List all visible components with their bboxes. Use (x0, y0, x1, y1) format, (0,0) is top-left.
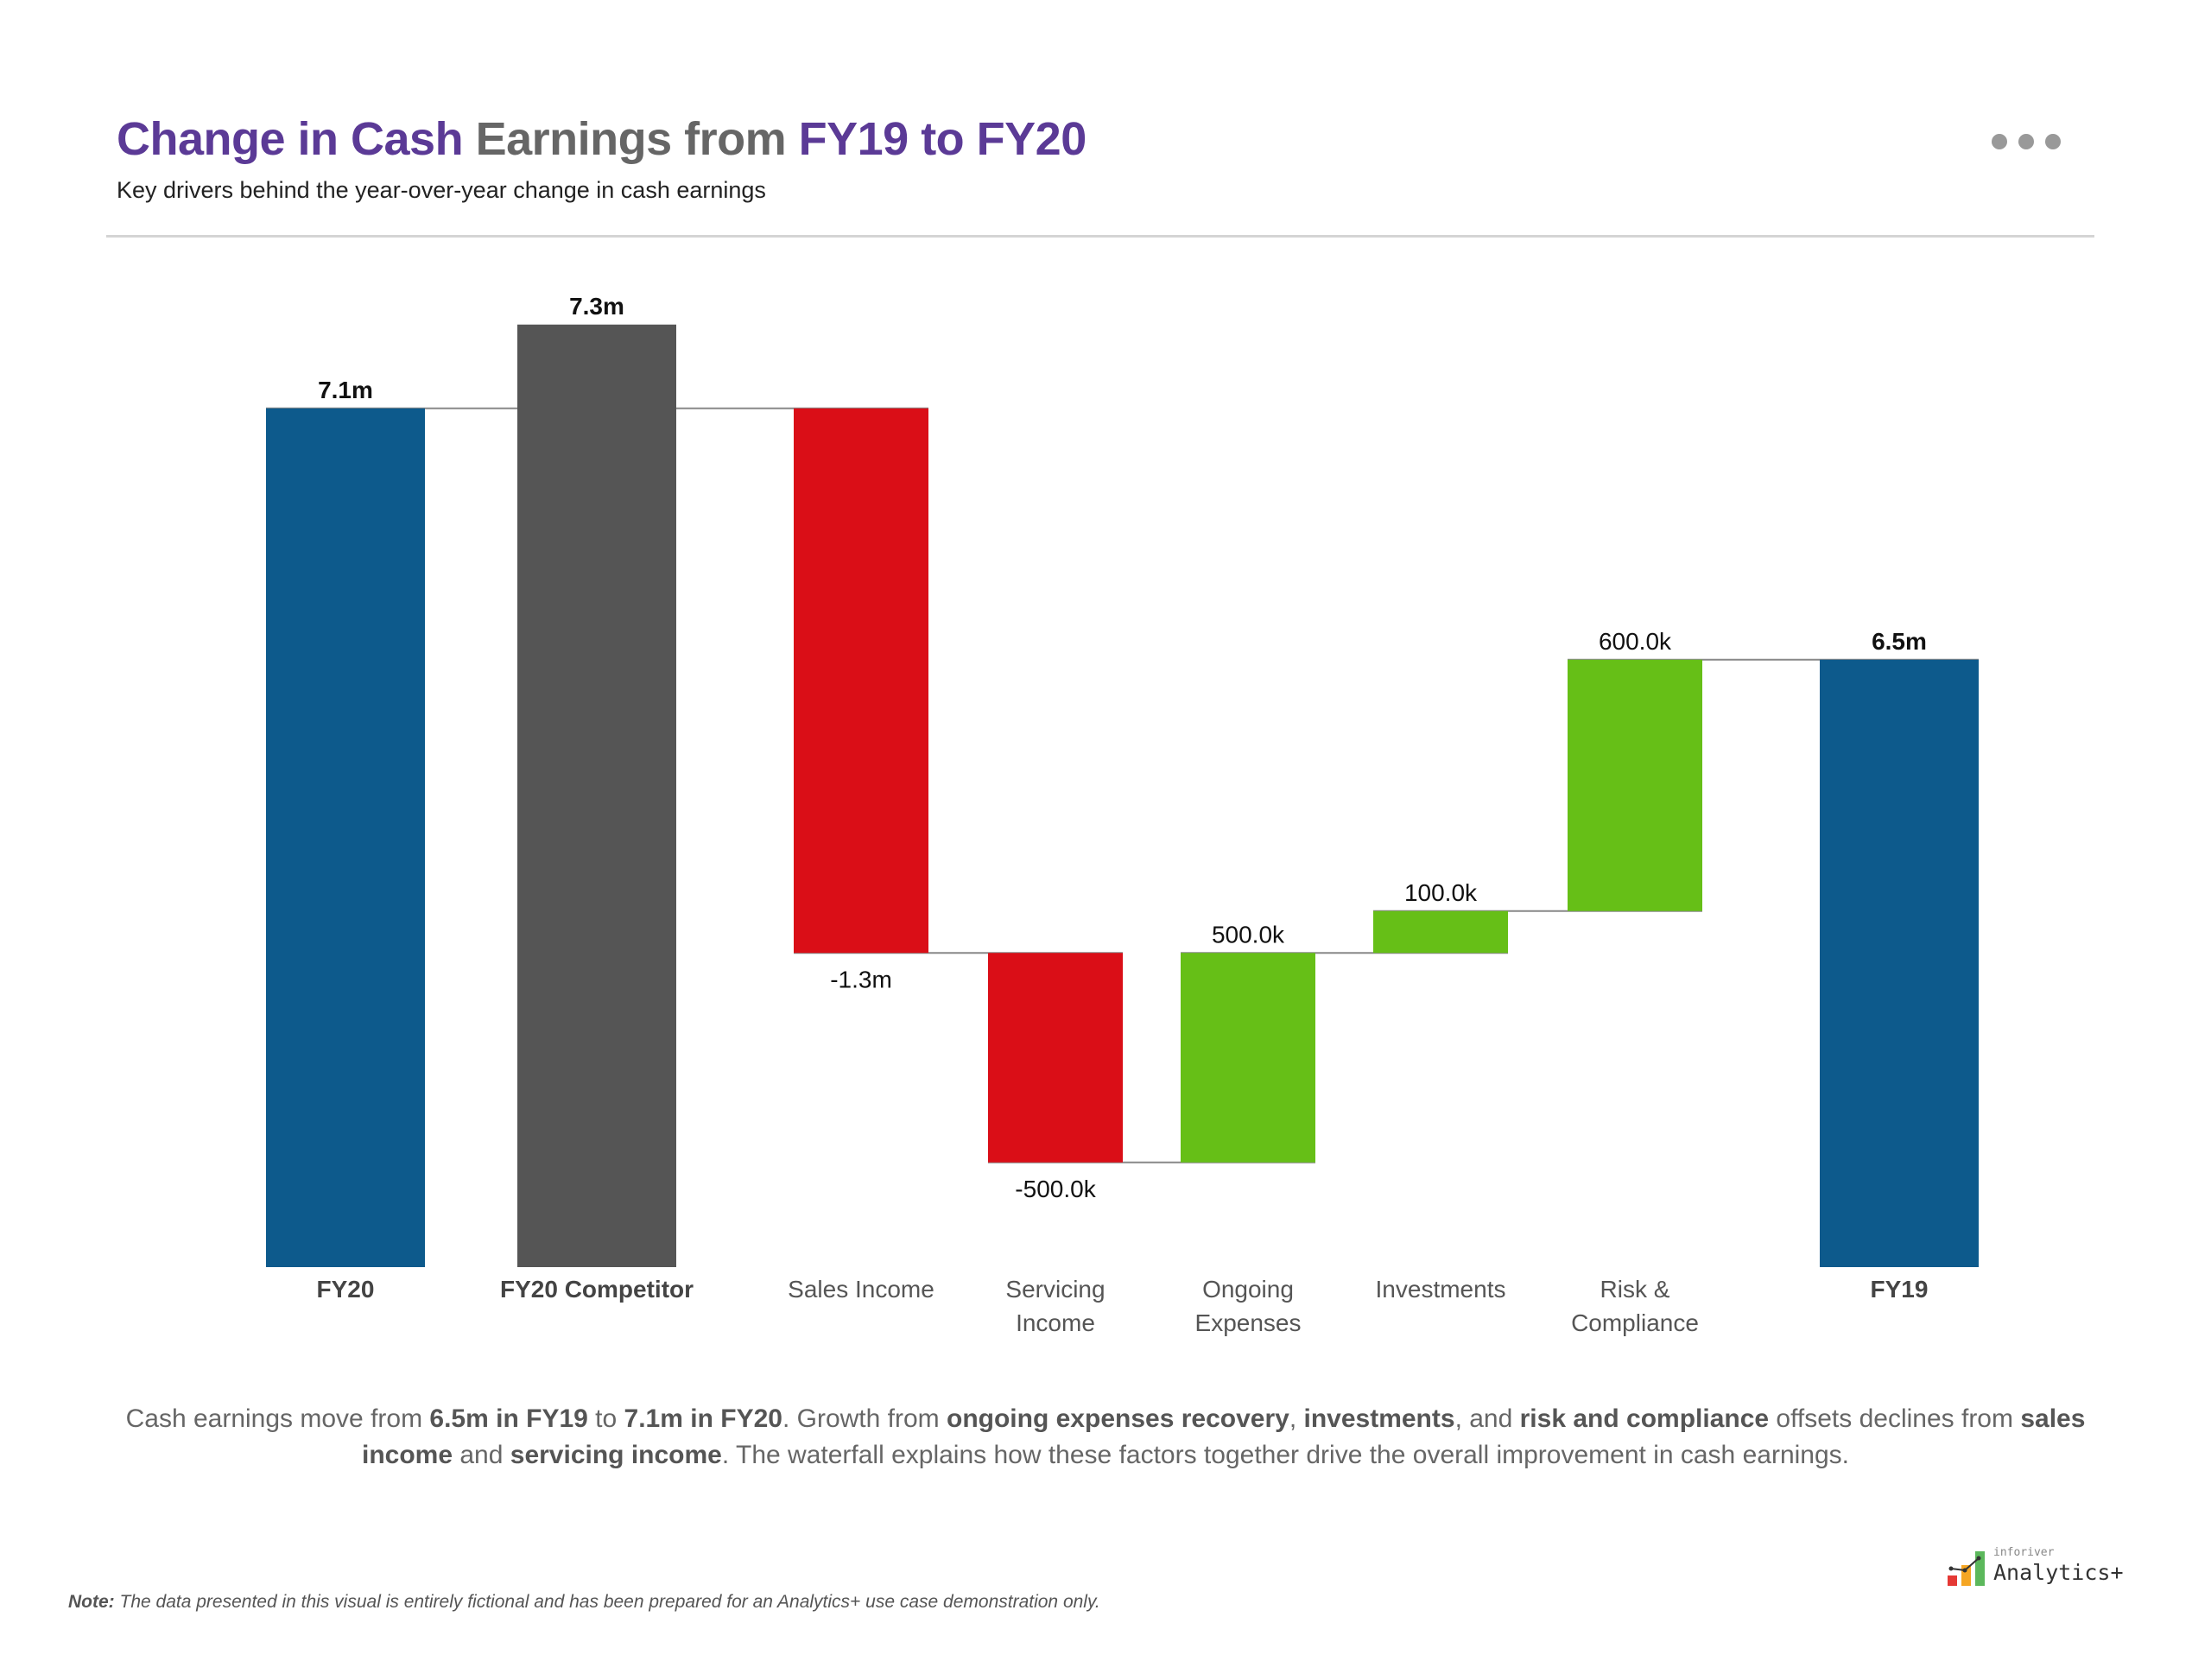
inforiver-logo: inforiver Analytics+ (1946, 1546, 2144, 1598)
narrative-segment: servicing income (510, 1441, 722, 1469)
narrative-segment: , and (1454, 1404, 1520, 1433)
narrative-segment: , (1289, 1404, 1304, 1433)
chart-narrative: Cash earnings move from 6.5m in FY19 to … (112, 1401, 2099, 1474)
category-label: Servicing Income (1005, 1276, 1105, 1336)
narrative-segment: and (453, 1441, 510, 1469)
narrative-segment: sales income (362, 1404, 2086, 1469)
bar-fy19 (1820, 659, 1979, 1267)
category-label: FY19 (1871, 1276, 1929, 1303)
title-part: FY19 to FY20 (798, 113, 1087, 165)
data-label: 100.0k (1404, 879, 1478, 906)
bar-sales-income (794, 408, 928, 954)
data-label: 7.1m (318, 377, 373, 403)
data-label: 600.0k (1599, 628, 1672, 655)
footnote: Note: The data presented in this visual … (68, 1592, 1100, 1613)
header-divider (106, 235, 2094, 238)
data-label: 7.3m (569, 293, 624, 320)
category-label: FY20 (317, 1276, 375, 1303)
data-label: 6.5m (1872, 628, 1927, 655)
narrative-segment: . The waterfall explains how these facto… (721, 1441, 1849, 1469)
category-label: Sales Income (788, 1276, 934, 1303)
logo-big-text: Analytics+ (1993, 1560, 2124, 1585)
category-label: FY20 Competitor (500, 1276, 694, 1303)
title-part: Earnings from (475, 113, 799, 165)
note-text: The data presented in this visual is ent… (114, 1592, 1100, 1612)
bar-investments (1373, 910, 1508, 954)
note-label: Note: (68, 1592, 115, 1612)
category-label: Ongoing Expenses (1195, 1276, 1302, 1336)
narrative-segment: investments (1303, 1404, 1455, 1433)
title-part: Change in Cash (117, 113, 476, 165)
logo-bars-icon (1948, 1551, 1985, 1586)
narrative-segment: 6.5m in FY19 (429, 1404, 588, 1433)
narrative-segment: . Growth from (782, 1404, 947, 1433)
bar-risk-compliance (1568, 659, 1702, 911)
bar-servicing-income (988, 953, 1123, 1163)
page-subtitle: Key drivers behind the year-over-year ch… (117, 177, 766, 203)
narrative-segment: ongoing expenses recovery (947, 1404, 1289, 1433)
category-label: Investments (1376, 1276, 1506, 1303)
bar-fy20-competitor (517, 324, 676, 1267)
page-title: Change in Cash Earnings from FY19 to FY2… (117, 112, 1086, 166)
category-label: Risk & Compliance (1571, 1276, 1699, 1336)
bar-fy20 (266, 408, 425, 1267)
bar-ongoing-expenses (1181, 953, 1315, 1163)
data-label: -1.3m (830, 966, 892, 992)
more-options-icon[interactable] (1992, 134, 2061, 149)
data-label: 500.0k (1212, 921, 1285, 948)
narrative-segment: Cash earnings move from (125, 1404, 430, 1433)
narrative-segment: to (587, 1404, 624, 1433)
narrative-segment: offsets declines from (1769, 1404, 2021, 1433)
narrative-segment: 7.1m in FY20 (624, 1404, 782, 1433)
data-label: -500.0k (1015, 1176, 1096, 1202)
narrative-segment: risk and compliance (1519, 1404, 1770, 1433)
logo-small-text: inforiver (1993, 1546, 2055, 1559)
